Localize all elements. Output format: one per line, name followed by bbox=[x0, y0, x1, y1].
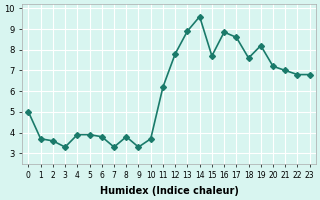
X-axis label: Humidex (Indice chaleur): Humidex (Indice chaleur) bbox=[100, 186, 238, 196]
